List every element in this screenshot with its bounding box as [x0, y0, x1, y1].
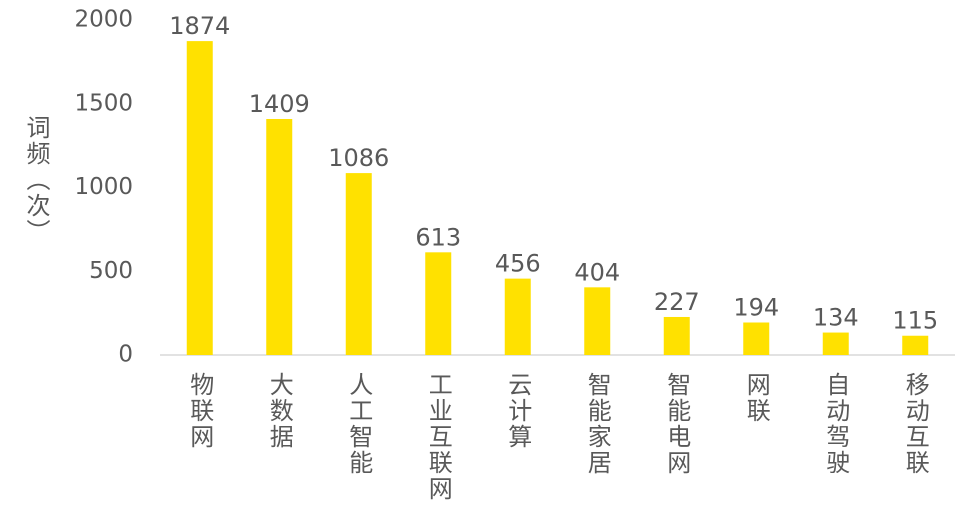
bar — [504, 278, 531, 355]
bar — [822, 332, 849, 355]
data-label: 1409 — [249, 90, 310, 118]
y-tick-label: 1000 — [74, 174, 133, 200]
x-tick-label: 网联 — [742, 372, 770, 424]
data-label: 134 — [813, 304, 859, 332]
data-label: 1086 — [328, 144, 389, 172]
x-tick-label: 工业互联网 — [424, 372, 452, 502]
x-tick-label: 物联网 — [186, 372, 214, 450]
bar — [425, 252, 452, 355]
y-tick-label: 2000 — [74, 7, 133, 33]
x-tick-label: 智能电网 — [663, 372, 691, 476]
data-label: 456 — [495, 250, 541, 278]
x-tick-label: 大数据 — [265, 372, 293, 450]
x-tick-label: 移动互联 — [901, 372, 929, 476]
bar — [584, 287, 611, 355]
data-label: 194 — [733, 294, 779, 322]
bar — [663, 316, 690, 355]
bar — [345, 173, 372, 355]
data-label: 613 — [415, 223, 461, 251]
x-tick-label: 智能家居 — [583, 372, 611, 476]
y-axis-label: 词频（次） — [22, 115, 50, 245]
y-tick-label: 1500 — [74, 90, 133, 116]
data-label: 115 — [892, 307, 938, 335]
data-label: 227 — [654, 288, 700, 316]
bar — [186, 41, 213, 355]
y-tick-label: 500 — [89, 258, 133, 284]
data-label: 404 — [574, 258, 620, 286]
x-tick-label: 云计算 — [504, 372, 532, 450]
x-tick-label: 人工智能 — [345, 372, 373, 476]
y-tick-label: 0 — [118, 342, 133, 368]
data-label: 1874 — [169, 12, 230, 40]
x-tick-label: 自动驾驶 — [822, 372, 850, 476]
bar — [743, 322, 770, 355]
bar — [266, 118, 293, 356]
bar — [902, 335, 929, 355]
